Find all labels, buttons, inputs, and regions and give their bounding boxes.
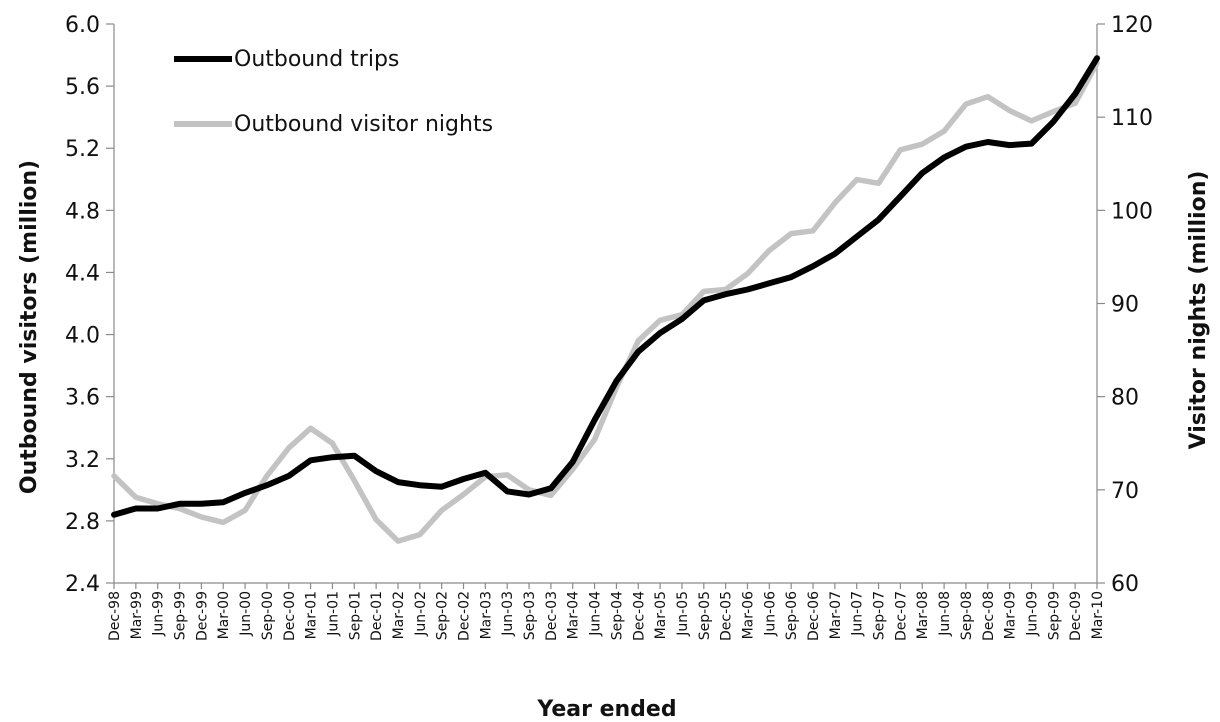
x-tick-label: Jun-03 [500, 591, 516, 637]
x-tick-label: Dec-06 [806, 591, 822, 641]
x-tick-label: Sep-00 [260, 591, 276, 640]
x-tick-label: Jun-04 [588, 591, 604, 637]
x-tick-label: Mar-09 [1003, 591, 1019, 639]
right-y-tick-label: 110 [1111, 106, 1153, 131]
right-y-tick-label: 70 [1111, 479, 1139, 504]
x-tick-label: Dec-00 [282, 591, 298, 641]
right-y-tick-label: 60 [1111, 572, 1139, 597]
x-tick-label: Mar-10 [1090, 591, 1106, 639]
axes [113, 24, 1098, 584]
x-tick-label: Mar-01 [304, 591, 320, 639]
right-y-tick-label: 100 [1111, 199, 1153, 224]
x-tick-label: Dec-08 [981, 591, 997, 641]
x-tick-label: Sep-02 [435, 591, 451, 640]
x-tick-label: Jun-06 [762, 591, 778, 637]
x-tick-label: Sep-04 [609, 591, 625, 640]
left-y-axis-ticks: 2.4 2.8 3.2 3.6 4.0 4.4 4.8 5.2 5.6 6.0 [65, 13, 114, 597]
x-tick-label: Sep-08 [959, 591, 975, 640]
x-tick-label: Sep-05 [697, 591, 713, 640]
x-tick-label: Mar-02 [391, 591, 407, 639]
left-y-tick-label: 4.0 [65, 324, 100, 349]
x-tick-label: Jun-05 [675, 591, 691, 637]
x-tick-label: Dec-07 [893, 591, 909, 641]
x-tick-label: Mar-05 [653, 591, 669, 639]
left-y-tick-label: 4.8 [65, 199, 100, 224]
right-y-tick-label: 90 [1111, 293, 1139, 318]
x-tick-label: Jun-08 [937, 591, 953, 637]
left-y-tick-label: 6.0 [65, 13, 100, 38]
x-tick-label: Sep-03 [522, 591, 538, 640]
x-tick-label: Dec-98 [107, 591, 123, 641]
x-tick-label: Jun-09 [1024, 591, 1040, 637]
x-axis-title: Year ended [536, 697, 676, 722]
x-tick-label: Jun-02 [413, 591, 429, 637]
x-tick-label: Mar-99 [129, 591, 145, 639]
left-y-tick-label: 2.4 [65, 572, 100, 597]
x-tick-label: Mar-04 [566, 591, 582, 639]
x-tick-label: Sep-09 [1046, 591, 1062, 640]
x-tick-label: Mar-07 [828, 591, 844, 639]
x-tick-label: Sep-06 [784, 591, 800, 640]
x-tick-label: Jun-99 [151, 591, 167, 637]
x-tick-label: Mar-06 [740, 591, 756, 639]
legend-label-outbound-visitor-nights: Outbound visitor nights [234, 112, 493, 137]
x-tick-label: Dec-01 [369, 591, 385, 641]
x-tick-label: Sep-01 [347, 591, 363, 640]
x-tick-label: Dec-02 [457, 591, 473, 641]
x-tick-label: Mar-00 [216, 591, 232, 639]
left-y-tick-label: 3.2 [65, 448, 100, 473]
series-lines [111, 55, 1100, 544]
right-y-tick-label: 120 [1111, 13, 1153, 38]
x-tick-label: Dec-03 [544, 591, 560, 641]
x-tick-label: Sep-99 [173, 591, 189, 640]
left-y-tick-label: 5.2 [65, 137, 100, 162]
series-line-outbound-trips [111, 55, 1100, 518]
x-tick-label: Mar-08 [915, 591, 931, 639]
right-y-axis-title: Visitor nights (million) [1186, 171, 1211, 450]
x-tick-label: Jun-07 [850, 591, 866, 637]
x-tick-label: Jun-00 [238, 591, 254, 637]
x-tick-label: Jun-01 [325, 591, 341, 637]
x-tick-label: Dec-05 [719, 591, 735, 641]
right-y-axis-ticks: 60 70 80 90 100 110 120 [1097, 13, 1153, 597]
right-y-tick-label: 80 [1111, 386, 1139, 411]
x-tick-label: Sep-07 [872, 591, 888, 640]
legend: Outbound trips Outbound visitor nights [174, 47, 493, 137]
left-y-tick-label: 3.6 [65, 386, 100, 411]
left-y-tick-label: 2.8 [65, 510, 100, 535]
x-axis-ticks: Dec-98 Mar-99 Jun-99 Sep-99 Dec-99 Mar-00 Jun-… [107, 583, 1106, 641]
x-tick-label: Mar-03 [478, 591, 494, 639]
legend-label-outbound-trips: Outbound trips [234, 47, 399, 72]
series-line-outbound-visitor-nights [111, 60, 1100, 544]
left-y-tick-label: 5.6 [65, 75, 100, 100]
x-tick-label: Dec-99 [194, 591, 210, 641]
x-tick-label: Dec-04 [631, 591, 647, 641]
left-y-tick-label: 4.4 [65, 261, 100, 286]
x-tick-label: Dec-09 [1068, 591, 1084, 641]
left-y-axis-title: Outbound visitors (million) [17, 160, 42, 494]
